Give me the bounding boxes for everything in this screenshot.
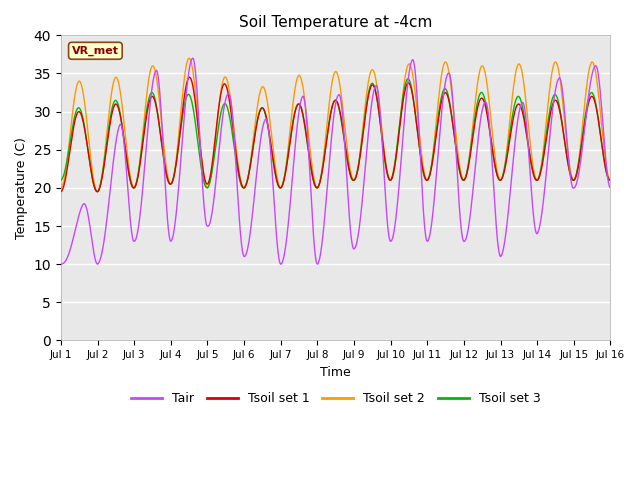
Title: Soil Temperature at -4cm: Soil Temperature at -4cm	[239, 15, 433, 30]
X-axis label: Time: Time	[320, 366, 351, 379]
Y-axis label: Temperature (C): Temperature (C)	[15, 137, 28, 239]
Legend: Tair, Tsoil set 1, Tsoil set 2, Tsoil set 3: Tair, Tsoil set 1, Tsoil set 2, Tsoil se…	[126, 387, 545, 410]
Text: VR_met: VR_met	[72, 46, 119, 56]
